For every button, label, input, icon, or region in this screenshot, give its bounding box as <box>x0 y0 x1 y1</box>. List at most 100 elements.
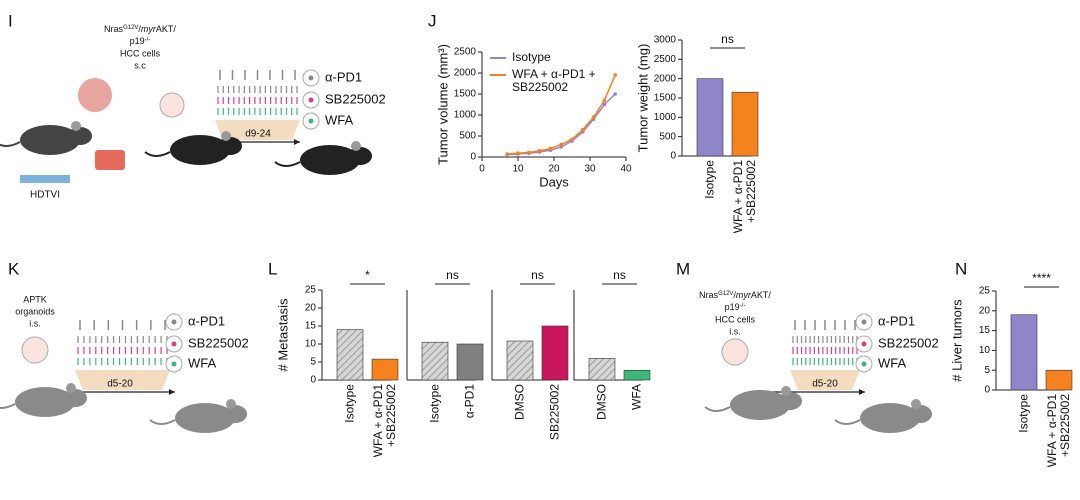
mouse-ear <box>911 399 921 409</box>
x-tick-label: Isotype <box>427 384 442 423</box>
bar <box>1045 369 1073 391</box>
mouse-head <box>908 405 932 423</box>
injection-label: HDTVI <box>30 190 60 201</box>
x-tick-label: 10 <box>512 164 524 175</box>
cells-line: NrasG12V/myrAKT/ <box>104 24 176 34</box>
panel-letter: I <box>8 11 13 30</box>
arrow-head <box>294 139 300 145</box>
x-axis-label: Days <box>539 174 569 189</box>
y-axis-label: # Liver tumors <box>949 299 964 382</box>
series-point <box>602 102 607 107</box>
mouse-tail <box>144 151 171 157</box>
panel-letter: N <box>955 259 967 278</box>
treatment-label: SB225002 <box>325 91 386 106</box>
tumor <box>78 78 112 112</box>
x-tick-label: DMSO <box>512 384 527 420</box>
arrow-head <box>859 389 865 395</box>
y-tick-label: 2500 <box>654 54 677 65</box>
treatment-dot <box>308 97 314 103</box>
bar <box>588 358 616 381</box>
y-axis-label: Tumor weight (mg) <box>635 44 650 153</box>
y-tick-label: 10 <box>305 339 317 350</box>
panel-letter: K <box>8 259 20 278</box>
panel-letter: L <box>268 259 277 278</box>
treatment-label: WFA <box>878 355 906 370</box>
treatment-dot <box>308 118 314 124</box>
bar <box>1010 314 1038 391</box>
treatment-dot <box>171 341 177 347</box>
treatment-label: α-PD1 <box>325 69 362 84</box>
series-point <box>602 98 607 103</box>
flask <box>95 150 125 170</box>
y-tick-label: 25 <box>979 286 991 297</box>
series-point <box>613 92 617 96</box>
cells-part: p19 <box>725 302 740 312</box>
mouse-head <box>68 127 92 145</box>
y-tick-label: 5 <box>310 357 316 368</box>
mouse-head <box>348 147 372 165</box>
mouse-body <box>860 403 920 433</box>
series-point <box>559 145 563 149</box>
series-point <box>527 150 531 155</box>
cells-part: p19 <box>130 36 145 46</box>
y-tick-label: 0 <box>470 152 476 163</box>
cells-part: / <box>733 290 736 300</box>
cells-line: p19-/- <box>130 36 151 46</box>
syringe-body <box>20 175 70 183</box>
y-tick-label: 15 <box>979 325 991 336</box>
legend-label: WFA + α-PD1 + SB225002 <box>512 67 596 94</box>
x-tick-label: Isotype <box>1016 394 1031 433</box>
y-tick-label: 15 <box>305 321 317 332</box>
cells-line: s.c <box>134 60 146 70</box>
cells-line: HCC cells <box>715 314 756 324</box>
cells-part: -/- <box>145 37 151 43</box>
y-tick-label: 5 <box>984 365 990 376</box>
mouse-tail <box>704 406 731 412</box>
y-tick-label: 0 <box>984 385 990 396</box>
mouse-head <box>218 137 242 155</box>
cells-part: G12V <box>123 25 138 31</box>
significance-label: ns <box>613 268 626 282</box>
mouse-ear <box>781 386 791 396</box>
cell-dish <box>159 92 185 118</box>
x-tick-label: 40 <box>620 164 632 175</box>
x-tick-label: WFA + α-PD1 +SB225002 <box>731 160 758 234</box>
series-point <box>570 137 574 142</box>
y-tick-label: 0 <box>310 375 316 386</box>
treatment-dot <box>861 319 867 325</box>
bar <box>421 341 449 381</box>
cells-part: AKT/ <box>751 290 772 300</box>
mouse-tail <box>834 419 861 425</box>
treatment-dot <box>861 361 867 367</box>
bar <box>541 325 569 381</box>
mouse-body <box>15 387 75 417</box>
y-tick-label: 1500 <box>454 89 477 100</box>
treatment-label: WFA <box>188 355 216 370</box>
mouse-body <box>300 145 360 175</box>
treatment-label: α-PD1 <box>188 313 225 328</box>
treatment-label: SB225002 <box>188 335 249 350</box>
bar <box>623 369 651 381</box>
y-tick-label: 2500 <box>454 47 477 58</box>
x-tick-label: SB225002 <box>547 384 562 441</box>
x-tick-label: WFA + α-PD1 +SB225002 <box>1045 394 1072 468</box>
x-tick-label: 0 <box>479 164 485 175</box>
bar <box>731 91 759 157</box>
legend-label: Isotype <box>512 50 551 64</box>
cells-line: APTK <box>23 294 47 304</box>
y-tick-label: 0 <box>670 151 676 162</box>
cells-line: i.s. <box>729 326 741 336</box>
x-tick-label: 30 <box>584 164 596 175</box>
series-point <box>505 152 510 156</box>
arrow-head <box>169 389 175 395</box>
y-tick-label: 2000 <box>454 68 477 79</box>
y-tick-label: 20 <box>305 303 317 314</box>
schedule-label: d9-24 <box>245 129 271 140</box>
y-tick-label: 1500 <box>654 93 677 104</box>
y-axis-label: Tumor volume (mm³) <box>435 44 450 165</box>
mouse-head <box>778 392 802 410</box>
x-tick-label: WFA <box>629 384 644 410</box>
cells-part: Nras <box>699 290 719 300</box>
schedule-area <box>215 120 300 140</box>
